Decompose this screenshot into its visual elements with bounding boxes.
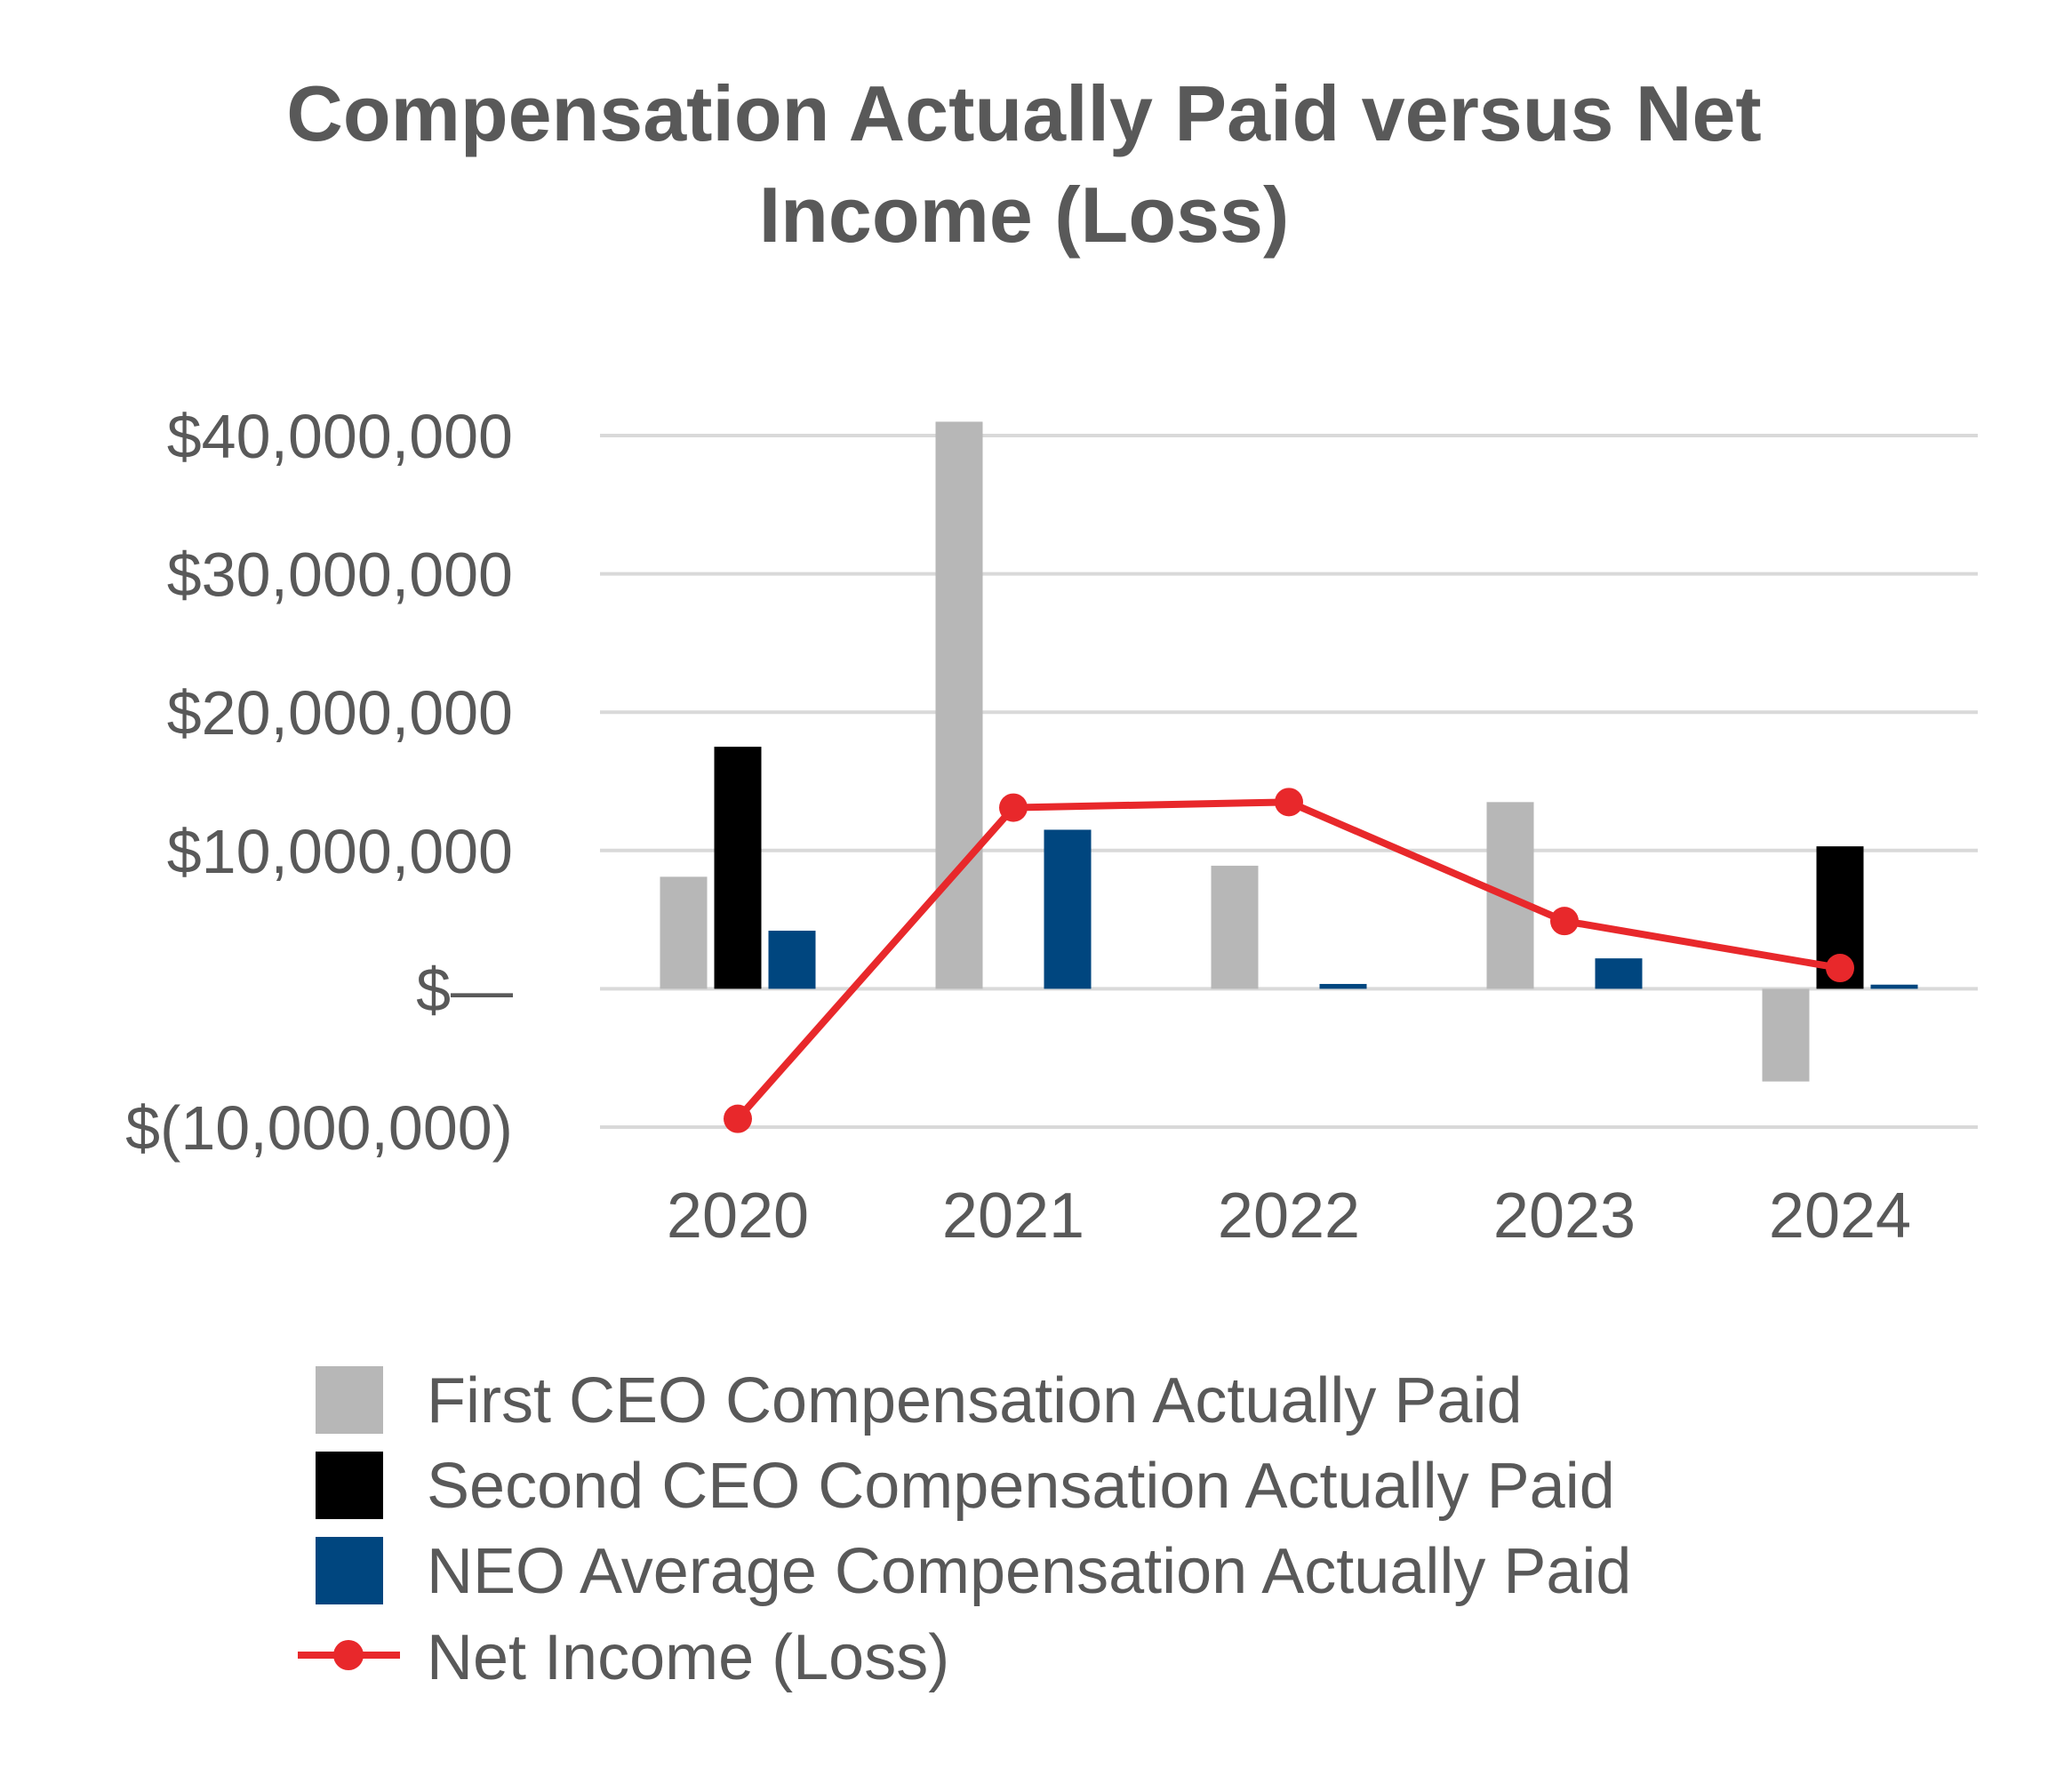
x-tick-label-2020: 2020 bbox=[667, 1180, 809, 1252]
chart-title: Compensation Actually Paid versus Net In… bbox=[286, 69, 1761, 259]
legend-label-second-ceo: Second CEO Compensation Actually Paid bbox=[427, 1451, 1615, 1522]
bars bbox=[660, 421, 1918, 1082]
net-income-point-2022 bbox=[1275, 788, 1303, 817]
x-tick-label-2023: 2023 bbox=[1493, 1180, 1636, 1252]
chart-title-line-1: Compensation Actually Paid versus Net bbox=[286, 69, 1761, 157]
legend-label-neo-average: NEO Average Compensation Actually Paid bbox=[427, 1536, 1631, 1607]
legend-swatch-second-ceo bbox=[316, 1452, 383, 1519]
bar-neo-average-compensation-actually-paid-2023 bbox=[1595, 958, 1643, 989]
x-axis-tick-labels: 2020 2021 2022 2023 2024 bbox=[667, 1180, 1911, 1252]
y-tick-label: $30,000,000 bbox=[167, 540, 513, 610]
legend-swatch-neo-average bbox=[316, 1537, 383, 1604]
legend: First CEO Compensation Actually Paid Sec… bbox=[298, 1365, 1631, 1693]
net-income-point-2024 bbox=[1826, 954, 1854, 983]
bar-neo-average-compensation-actually-paid-2021 bbox=[1044, 829, 1092, 989]
bar-second-ceo-compensation-actually-paid-2020 bbox=[714, 747, 762, 989]
bar-first-ceo-compensation-actually-paid-2022 bbox=[1211, 865, 1259, 989]
x-tick-label-2022: 2022 bbox=[1218, 1180, 1360, 1252]
bar-neo-average-compensation-actually-paid-2022 bbox=[1319, 983, 1367, 989]
net-income-point-2023 bbox=[1550, 907, 1579, 936]
y-tick-label: $20,000,000 bbox=[167, 678, 513, 748]
y-tick-label: $40,000,000 bbox=[167, 402, 513, 471]
y-tick-label: $(10,000,000) bbox=[125, 1093, 513, 1163]
y-axis-tick-labels: $40,000,000 $30,000,000 $20,000,000 $10,000… bbox=[125, 402, 513, 1163]
y-tick-label: $10,000,000 bbox=[167, 817, 513, 886]
bar-first-ceo-compensation-actually-paid-2020 bbox=[660, 876, 708, 989]
bar-neo-average-compensation-actually-paid-2020 bbox=[768, 931, 816, 989]
legend-label-first-ceo: First CEO Compensation Actually Paid bbox=[427, 1365, 1523, 1436]
net-income-line bbox=[724, 788, 1854, 1133]
legend-marker-net-income bbox=[333, 1640, 364, 1670]
bar-first-ceo-compensation-actually-paid-2024 bbox=[1762, 988, 1810, 1082]
legend-swatch-first-ceo bbox=[316, 1366, 383, 1434]
x-tick-label-2021: 2021 bbox=[942, 1180, 1084, 1252]
bar-neo-average-compensation-actually-paid-2024 bbox=[1870, 984, 1918, 989]
legend-label-net-income: Net Income (Loss) bbox=[427, 1622, 949, 1693]
net-income-point-2021 bbox=[999, 793, 1028, 822]
net-income-point-2020 bbox=[724, 1104, 752, 1133]
y-tick-label: $— bbox=[416, 955, 513, 1024]
chart-title-line-2: Income (Loss) bbox=[759, 171, 1290, 259]
bar-first-ceo-compensation-actually-paid-2021 bbox=[935, 421, 983, 989]
gridlines bbox=[600, 434, 1978, 1129]
x-tick-label-2024: 2024 bbox=[1769, 1180, 1911, 1252]
